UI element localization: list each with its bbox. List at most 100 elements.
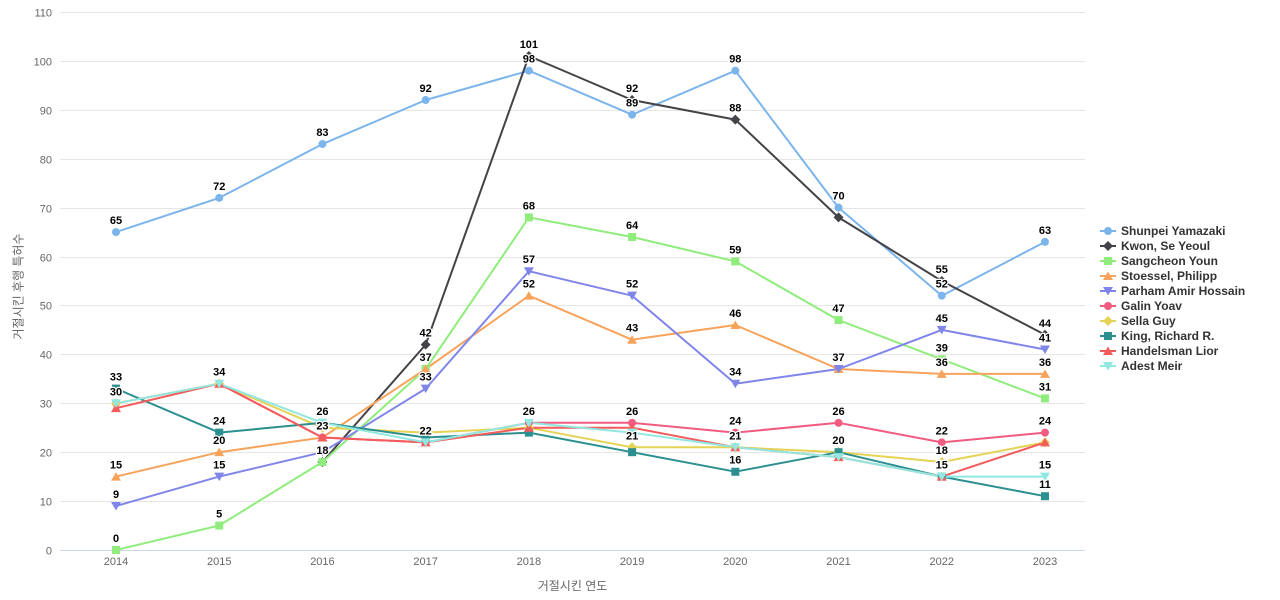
data-point-shunpei-yamazaki-2015 <box>215 193 224 202</box>
data-label-shunpei-yamazaki-2019: 89 <box>626 98 638 110</box>
x-axis-tick-label: 2016 <box>310 556 334 568</box>
data-point-stoessel-philipp-2015 <box>214 447 225 457</box>
series-line-king-richard-r <box>115 387 1046 498</box>
data-label-galin-yoav-2019: 26 <box>626 406 638 418</box>
data-point-sangcheon-youn-2015 <box>215 521 224 530</box>
x-axis-tick-label: 2015 <box>207 556 231 568</box>
data-label-stoessel-philipp-2018: 52 <box>523 279 535 291</box>
data-label-sangcheon-youn-2020: 59 <box>729 244 741 256</box>
data-point-handelsman-lior-2023 <box>1039 437 1050 447</box>
data-point-sangcheon-youn-2018 <box>524 213 533 222</box>
data-point-shunpei-yamazaki-2022 <box>937 291 946 300</box>
legend-label[interactable]: Sella Guy <box>1121 314 1176 328</box>
data-point-kwon-se-yeoul-2019 <box>627 95 638 106</box>
data-label-sangcheon-youn-2018: 68 <box>523 200 535 212</box>
legend-marker-triangle-icon <box>1103 346 1113 355</box>
data-label-shunpei-yamazaki-2017: 92 <box>420 83 432 95</box>
data-point-handelsman-lior-2014 <box>111 403 121 413</box>
data-label-stoessel-philipp-2015: 20 <box>213 435 225 447</box>
y-axis-tick-label: 20 <box>40 448 52 460</box>
data-label-shunpei-yamazaki-2023: 63 <box>1039 225 1051 237</box>
data-label-sangcheon-youn-2019: 64 <box>626 220 639 232</box>
data-label-kwon-se-yeoul-2022: 55 <box>936 264 948 276</box>
legend-label[interactable]: Adest Meir <box>1121 359 1183 373</box>
data-point-parham-amir-hossain-2015 <box>214 472 225 482</box>
data-label-sella-guy-2019: 21 <box>626 430 638 442</box>
legend-label[interactable]: Kwon, Se Yeoul <box>1121 239 1210 253</box>
legend-label[interactable]: Galin Yoav <box>1121 299 1182 313</box>
data-label-kwon-se-yeoul-2020: 88 <box>729 103 741 115</box>
data-label-shunpei-yamazaki-2018: 98 <box>523 54 535 66</box>
data-label-parham-amir-hossain-2015: 15 <box>213 460 225 472</box>
data-label-shunpei-yamazaki-2016: 83 <box>316 127 328 139</box>
data-point-king-richard-r-2020 <box>731 467 740 476</box>
data-point-stoessel-philipp-2014 <box>111 472 121 481</box>
data-label-king-richard-r-2015: 24 <box>213 416 226 428</box>
legend-label[interactable]: Sangcheon Youn <box>1121 254 1218 268</box>
data-point-adest-meir-2020 <box>730 443 741 452</box>
legend-item-handelsman-lior[interactable]: Handelsman Lior <box>1100 344 1219 358</box>
data-label-king-richard-r-2020: 16 <box>729 455 741 467</box>
legend-item-sangcheon-youn[interactable]: Sangcheon Youn <box>1100 254 1218 268</box>
data-point-handelsman-lior-2018 <box>523 423 534 432</box>
data-point-stoessel-philipp-2020 <box>730 320 741 330</box>
data-point-sangcheon-youn-2020 <box>731 257 740 266</box>
data-point-adest-meir-2019 <box>627 428 638 438</box>
series-line-kwon-se-yeoul <box>321 55 1046 463</box>
legend-marker-square-icon <box>1104 257 1112 265</box>
legend-item-galin-yoav[interactable]: Galin Yoav <box>1100 299 1182 313</box>
series-line-sangcheon-youn <box>115 216 1046 551</box>
data-point-sangcheon-youn-2021 <box>834 316 843 325</box>
data-point-galin-yoav-2023 <box>1040 428 1049 437</box>
data-point-adest-meir-2022 <box>936 472 947 482</box>
legend-label[interactable]: Parham Amir Hossain <box>1121 284 1245 298</box>
legend-label[interactable]: Stoessel, Philipp <box>1121 269 1217 283</box>
data-point-king-richard-r-2014 <box>112 384 120 393</box>
data-label-parham-amir-hossain-2020: 34 <box>729 367 742 379</box>
data-label-king-richard-r-2022: 15 <box>936 460 948 472</box>
legend-item-king-richard-r[interactable]: King, Richard R. <box>1100 329 1214 343</box>
legend-label[interactable]: Shunpei Yamazaki <box>1121 224 1226 238</box>
data-point-adest-meir-2014 <box>111 399 121 408</box>
data-point-shunpei-yamazaki-2018 <box>524 66 533 75</box>
data-label-stoessel-philipp-2016: 23 <box>316 421 328 433</box>
data-point-king-richard-r-2015 <box>215 428 224 437</box>
legend-item-stoessel-philipp[interactable]: Stoessel, Philipp <box>1100 269 1217 283</box>
legend-marker-triangle-icon <box>1103 271 1113 280</box>
data-label-parham-amir-hossain-2018: 57 <box>523 254 535 266</box>
data-label-galin-yoav-2017: 22 <box>420 425 432 437</box>
x-axis-tick-label: 2022 <box>930 556 954 568</box>
data-label-shunpei-yamazaki-2020: 98 <box>729 54 741 66</box>
legend-label[interactable]: King, Richard R. <box>1121 329 1214 343</box>
data-label-shunpei-yamazaki-2015: 72 <box>213 181 225 193</box>
data-label-kwon-se-yeoul-2019: 92 <box>626 83 638 95</box>
y-axis-tick-label: 60 <box>40 253 52 265</box>
data-point-shunpei-yamazaki-2023 <box>1040 237 1049 246</box>
data-label-king-richard-r-2016: 26 <box>316 406 328 418</box>
data-point-adest-meir-2021 <box>833 453 844 462</box>
legend-item-sella-guy[interactable]: Sella Guy <box>1100 314 1176 328</box>
data-label-galin-yoav-2018: 26 <box>523 406 535 418</box>
y-axis-tick-label: 110 <box>34 8 52 20</box>
data-point-kwon-se-yeoul-2020 <box>730 114 741 125</box>
data-point-kwon-se-yeoul-2022 <box>936 276 947 286</box>
data-label-galin-yoav-2023: 24 <box>1039 416 1052 428</box>
data-point-king-richard-r-2017 <box>421 433 430 442</box>
legend-label[interactable]: Handelsman Lior <box>1121 344 1219 358</box>
data-point-shunpei-yamazaki-2014 <box>112 228 120 237</box>
legend-item-shunpei-yamazaki[interactable]: Shunpei Yamazaki <box>1100 224 1226 238</box>
data-label-shunpei-yamazaki-2022: 52 <box>936 279 948 291</box>
data-point-stoessel-philipp-2017 <box>420 364 431 374</box>
data-label-stoessel-philipp-2022: 36 <box>936 357 948 369</box>
legend-item-kwon-se-yeoul[interactable]: Kwon, Se Yeoul <box>1100 239 1210 253</box>
data-point-kwon-se-yeoul-2018 <box>523 51 534 62</box>
data-label-sangcheon-youn-2022: 39 <box>936 342 948 354</box>
data-point-adest-meir-2018 <box>523 418 534 428</box>
data-label-sangcheon-youn-2021: 47 <box>832 303 844 315</box>
legend-item-adest-meir[interactable]: Adest Meir <box>1100 359 1183 373</box>
data-point-sangcheon-youn-2014 <box>112 546 120 554</box>
data-point-shunpei-yamazaki-2021 <box>834 203 843 212</box>
data-point-king-richard-r-2018 <box>524 428 533 437</box>
legend-item-parham-amir-hossain[interactable]: Parham Amir Hossain <box>1100 284 1245 298</box>
